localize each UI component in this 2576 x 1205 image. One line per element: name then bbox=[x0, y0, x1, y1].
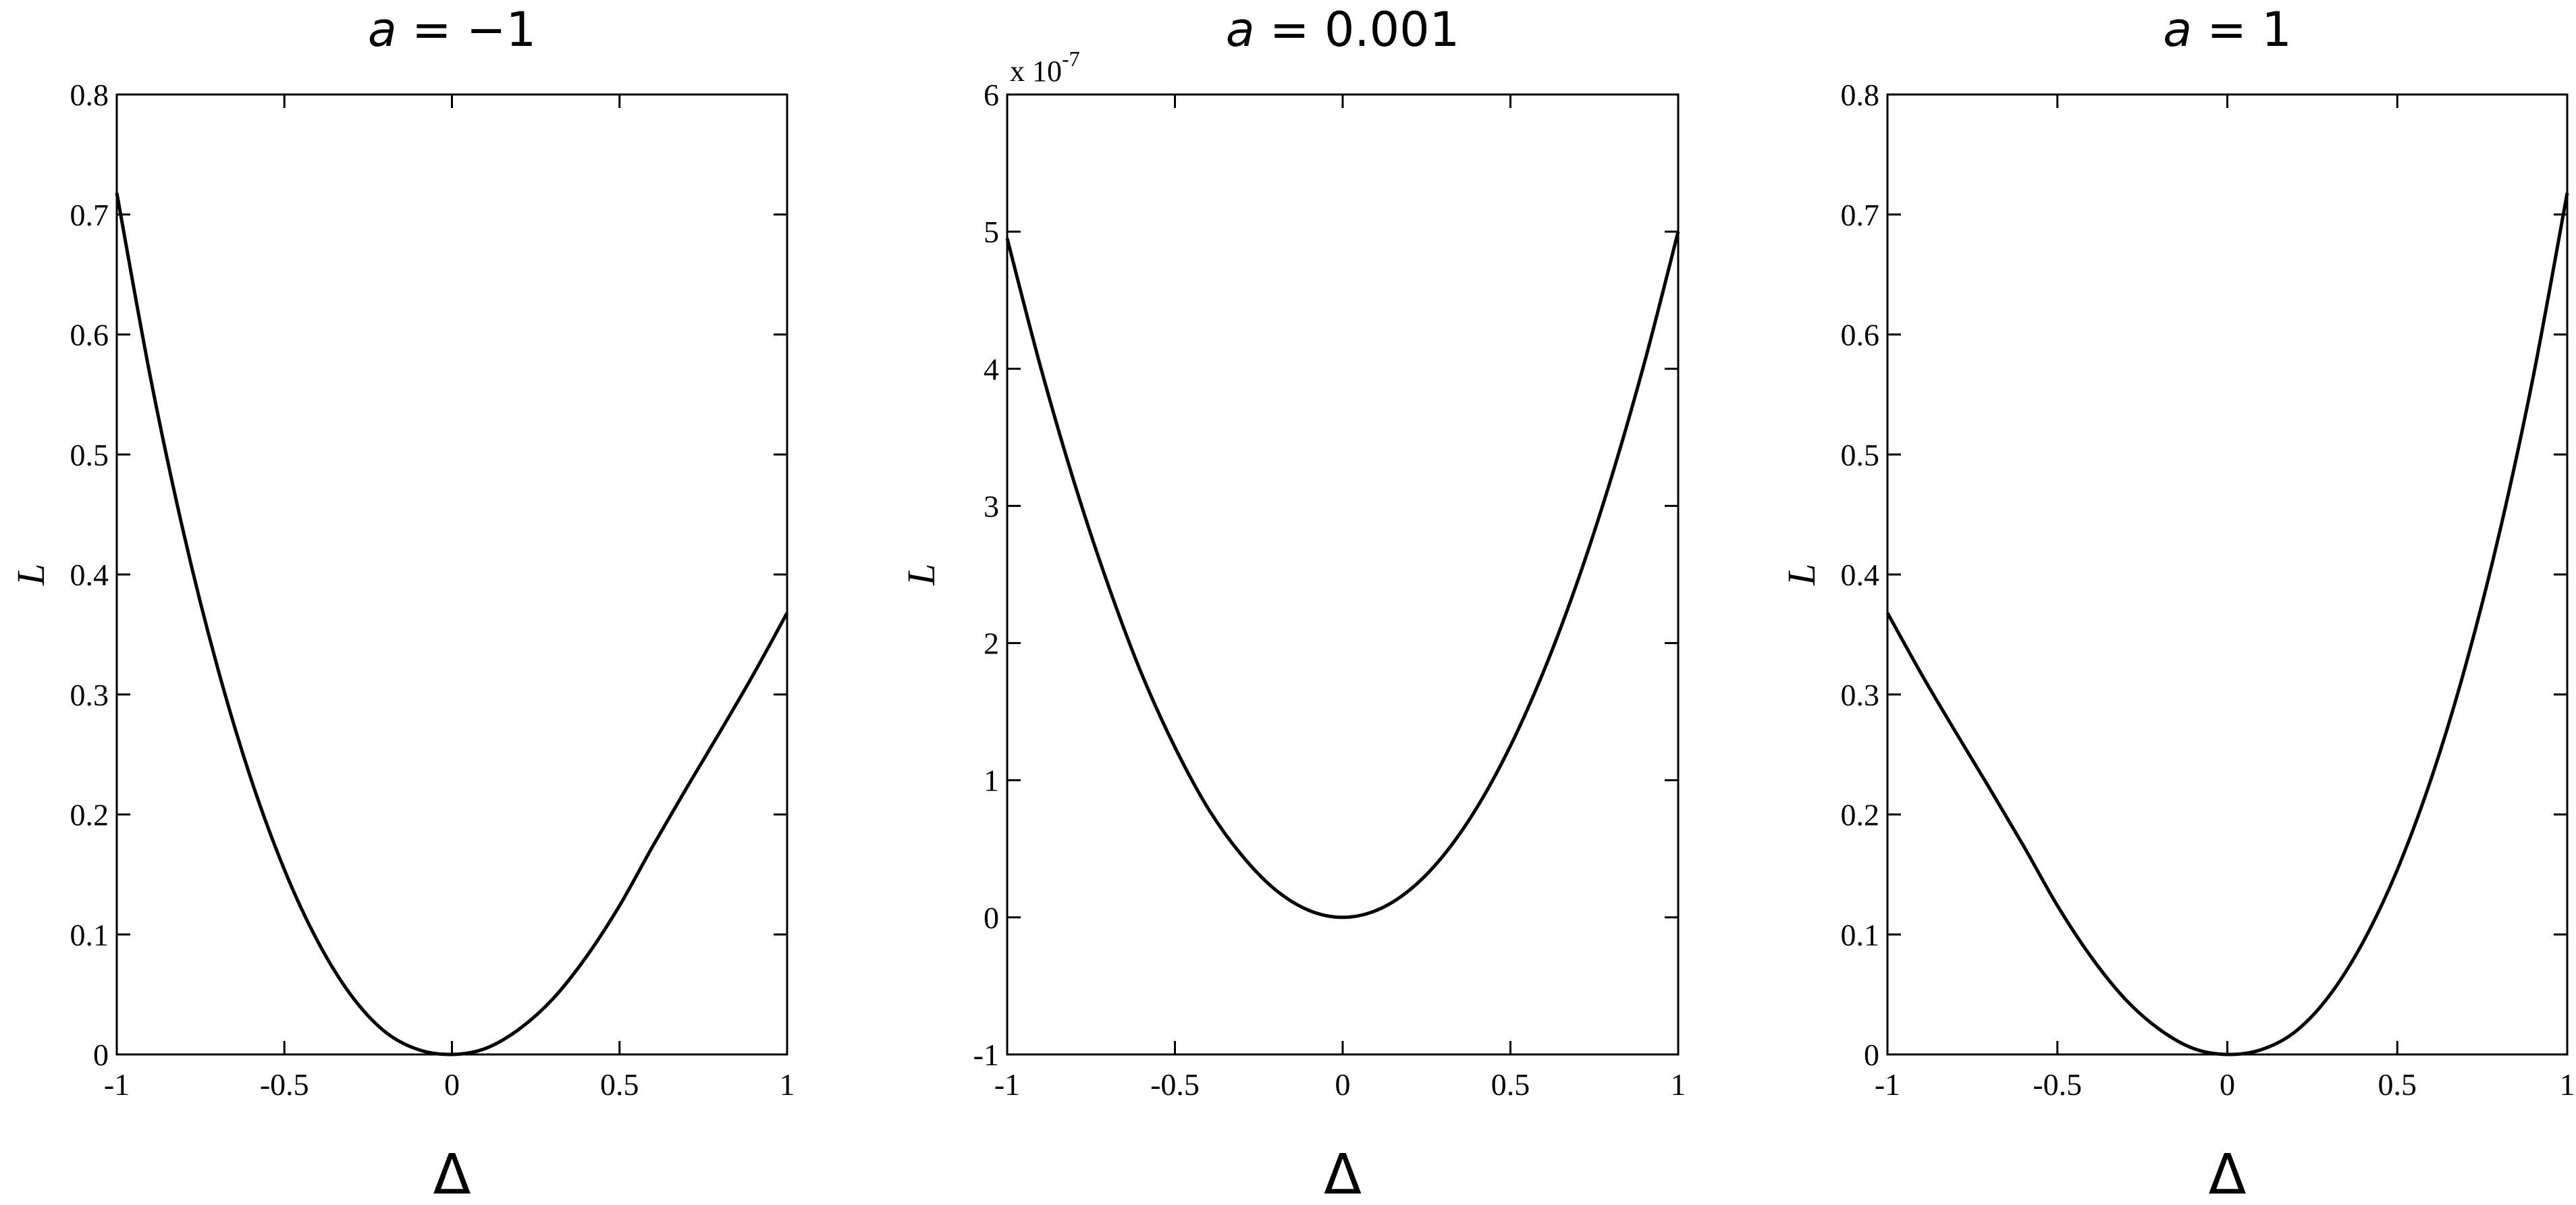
y-axis-label: L bbox=[899, 564, 943, 586]
series-line bbox=[1005, 231, 1680, 919]
y-tick-label: 1 bbox=[984, 764, 999, 798]
title-variable: a bbox=[2163, 2, 2192, 57]
y-tick-label: 0.8 bbox=[1841, 78, 1880, 112]
x-tick-label: 1 bbox=[2560, 1067, 2575, 1102]
x-tick-label: 0.5 bbox=[1491, 1067, 1530, 1102]
x-axis-label: Δ bbox=[2208, 1143, 2246, 1205]
x-tick-label: -0.5 bbox=[260, 1067, 309, 1102]
title-value: = 1 bbox=[2192, 2, 2292, 57]
y-tick-label: 0.3 bbox=[70, 678, 109, 712]
x-tick-label: -1 bbox=[1875, 1067, 1900, 1102]
x-tick-label: 0.5 bbox=[2378, 1067, 2417, 1102]
y-tick-label: 0 bbox=[93, 1038, 109, 1072]
y-tick-label: 0.1 bbox=[1841, 917, 1880, 952]
chart-panel-2: -1 -0.5 0 0.5 1 -1 0 1 2 3 4 5 6 a = 0.001 Δ Lx 10-7 bbox=[899, 2, 1686, 1205]
y-tick-label: 0 bbox=[984, 901, 999, 935]
chart-panel-1: -1 -0.5 0 0.5 1 0 0.1 0.2 0.3 0.4 0.5 0.6 0.7 0.8 a = … bbox=[9, 2, 795, 1205]
y-tick-label: 0.3 bbox=[1841, 678, 1880, 712]
y-tick-label: 0 bbox=[1864, 1038, 1879, 1072]
y-tick-label: 0.2 bbox=[1841, 798, 1880, 832]
x-tick-label: 0 bbox=[1335, 1067, 1351, 1102]
x-tick-label: -0.5 bbox=[1150, 1067, 1200, 1102]
x-tick-label: 0.5 bbox=[600, 1067, 639, 1102]
panel-title: a = 0.001 bbox=[1226, 2, 1459, 57]
title-value: = −1 bbox=[397, 2, 536, 57]
x-tick-label: 0 bbox=[2220, 1067, 2235, 1102]
exponent-base: x 10 bbox=[1010, 55, 1062, 88]
y-tick-label: 2 bbox=[984, 626, 999, 661]
y-tick-label: 0.4 bbox=[1841, 558, 1880, 592]
axes-frame bbox=[1006, 93, 1680, 1056]
y-tick-label: 0.7 bbox=[1841, 198, 1880, 232]
axes-frame bbox=[1886, 93, 2569, 1056]
y-tick-label: 0.6 bbox=[70, 318, 109, 352]
x-tick-label: 1 bbox=[1671, 1067, 1686, 1102]
x-axis-label: Δ bbox=[433, 1143, 471, 1205]
y-tick-label: 0.8 bbox=[70, 78, 109, 112]
y-tick-label: 0.4 bbox=[70, 558, 109, 592]
y-tick-label: 0.1 bbox=[70, 917, 109, 952]
y-tick-label: 6 bbox=[984, 78, 999, 112]
y-tick-label: 0.2 bbox=[70, 798, 109, 832]
exponent-power: -7 bbox=[1062, 47, 1080, 71]
axes-frame bbox=[115, 93, 788, 1056]
x-tick-label: 0 bbox=[444, 1067, 460, 1102]
y-tick-label: 4 bbox=[984, 352, 999, 386]
y-exponent-label: x 10-7 bbox=[1010, 47, 1080, 88]
y-tick-label: 0.6 bbox=[1841, 318, 1880, 352]
y-tick-label: 0.5 bbox=[1841, 437, 1880, 472]
x-tick-label: -0.5 bbox=[2033, 1067, 2082, 1102]
panel-title: a = −1 bbox=[368, 2, 536, 57]
x-axis-label: Δ bbox=[1324, 1143, 1362, 1205]
y-tick-label: 5 bbox=[984, 215, 999, 249]
series-line bbox=[1885, 192, 2569, 1056]
y-axis-label: L bbox=[9, 564, 53, 586]
y-tick-label: 0.5 bbox=[70, 437, 109, 472]
title-value: = 0.001 bbox=[1255, 2, 1460, 57]
x-tick-label: -1 bbox=[994, 1067, 1020, 1102]
title-variable: a bbox=[1226, 2, 1255, 57]
panel-title: a = 1 bbox=[2163, 2, 2292, 57]
title-variable: a bbox=[368, 2, 397, 57]
y-tick-label: -1 bbox=[973, 1038, 999, 1072]
y-tick-label: 0.7 bbox=[70, 198, 109, 232]
chart-panel-3: -1 -0.5 0 0.5 1 0 0.1 0.2 0.3 0.4 0.5 0.6 0.7 0.8 a = … bbox=[1779, 2, 2575, 1205]
series-line bbox=[115, 192, 789, 1056]
x-tick-label: -1 bbox=[104, 1067, 130, 1102]
y-axis-label: L bbox=[1779, 564, 1823, 586]
y-tick-label: 3 bbox=[984, 489, 999, 523]
x-tick-label: 1 bbox=[780, 1067, 795, 1102]
